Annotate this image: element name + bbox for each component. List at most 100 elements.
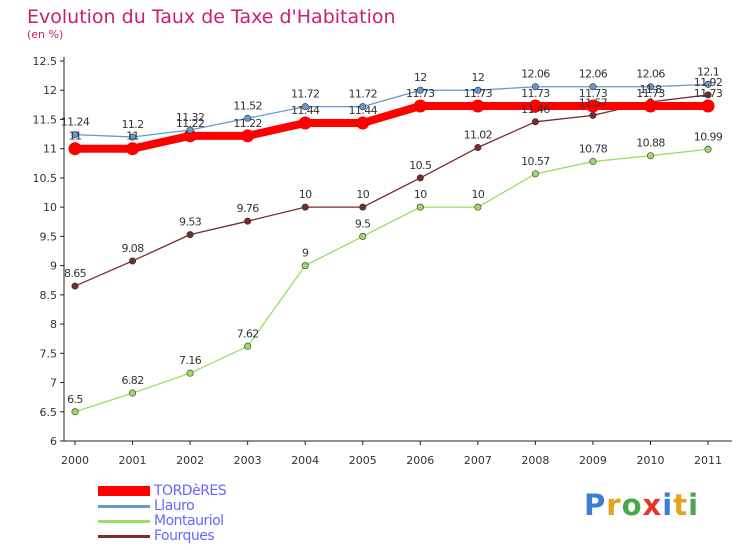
y-tick-label: 11 [43,143,57,156]
data-point [129,257,137,265]
data-point [129,389,137,397]
data-point [356,116,370,130]
data-point [416,203,424,211]
data-label: 11.44 [291,104,320,117]
legend-swatch-montauriol [98,520,150,523]
data-point [301,203,309,211]
x-tick-label: 2011 [694,454,722,467]
data-label: 11.22 [233,117,262,130]
data-label: 11.72 [291,88,320,101]
series-line-0 [75,102,709,153]
y-tick-label: 8.5 [40,289,58,302]
data-label: 11.73 [521,87,550,100]
x-tick-label: 2002 [176,454,204,467]
logo-letter: r [606,488,622,522]
data-label: 10 [414,188,427,201]
x-tick-label: 2010 [637,454,665,467]
data-label: 11.24 [61,116,90,129]
series-line-1 [74,83,709,138]
data-label: 11.73 [406,87,435,100]
data-label: 11.57 [579,96,608,109]
data-label: 9.5 [355,217,371,230]
data-point [301,103,309,111]
data-point [71,408,79,416]
data-point [704,145,712,153]
legend-swatch-llauro [98,505,150,508]
x-tick-label: 2000 [61,454,89,467]
data-point [589,158,597,166]
data-label: 10.78 [579,143,608,156]
data-point [359,103,367,111]
data-point [704,91,712,99]
data-point [704,80,712,88]
data-point [416,86,424,94]
data-label: 10.99 [694,130,723,143]
x-tick-label: 2006 [406,454,434,467]
chart-subtitle: (en %) [27,28,64,41]
data-point [129,133,137,141]
y-tick-label: 7 [50,377,57,390]
data-point [528,99,542,113]
data-point [589,83,597,91]
legend-label-montauriol: Montauriol [154,513,224,529]
data-label: 8.65 [64,267,87,280]
data-point [531,83,539,91]
data-point [126,142,140,156]
data-label: 11.52 [233,99,262,112]
series-line-2 [74,148,709,413]
data-label: 11.73 [694,87,723,100]
logo-letter: P [584,488,607,522]
data-point [589,111,597,119]
data-label: 11.2 [122,118,144,131]
data-point [298,116,312,130]
data-point [186,231,194,239]
x-tick-label: 2008 [521,454,549,467]
y-tick-label: 8 [50,318,57,331]
data-label: 11.92 [694,76,723,89]
data-label: 11.32 [176,111,205,124]
y-tick-label: 10.5 [33,172,58,185]
y-tick-label: 6 [50,435,57,448]
data-label: 9.76 [237,202,260,215]
data-label: 9.08 [122,242,145,255]
data-label: 12.06 [579,68,608,81]
x-tick-label: 2009 [579,454,607,467]
data-point [241,129,255,143]
data-point [183,129,197,143]
data-label: 10 [299,188,312,201]
data-label: 12.1 [697,65,719,78]
data-label: 11.73 [464,87,493,100]
data-label: 9.53 [179,216,202,229]
data-label: 10 [471,188,484,201]
data-label: 11.22 [176,117,205,130]
data-label: 11.46 [521,103,550,116]
data-label: 11.8 [639,83,662,96]
y-tick-label: 6.5 [40,406,58,419]
data-point [186,369,194,377]
x-tick-label: 2005 [349,454,377,467]
legend-swatch-tordeeres [98,486,150,496]
data-point [186,126,194,134]
data-label: 11 [126,130,139,143]
data-label: 11 [69,130,82,143]
data-point [413,99,427,113]
data-label: 7.62 [237,327,259,340]
data-point [474,144,482,152]
legend-label-fourques: Fourques [154,528,215,544]
data-point [244,217,252,225]
x-tick-label: 2001 [119,454,147,467]
chart-title: Evolution du Taux de Taxe d'Habitation [27,6,396,28]
data-point [71,131,79,139]
x-tick-label: 2003 [234,454,262,467]
data-label: 12 [471,71,484,84]
legend-swatch-fourques [98,535,150,538]
legend-label-tordeeres: TORDèRES [154,483,227,499]
data-point [301,262,309,270]
data-point [471,99,485,113]
data-point [68,142,82,156]
data-point [474,203,482,211]
y-tick-label: 9.5 [40,230,58,243]
data-label: 10.57 [521,155,550,168]
